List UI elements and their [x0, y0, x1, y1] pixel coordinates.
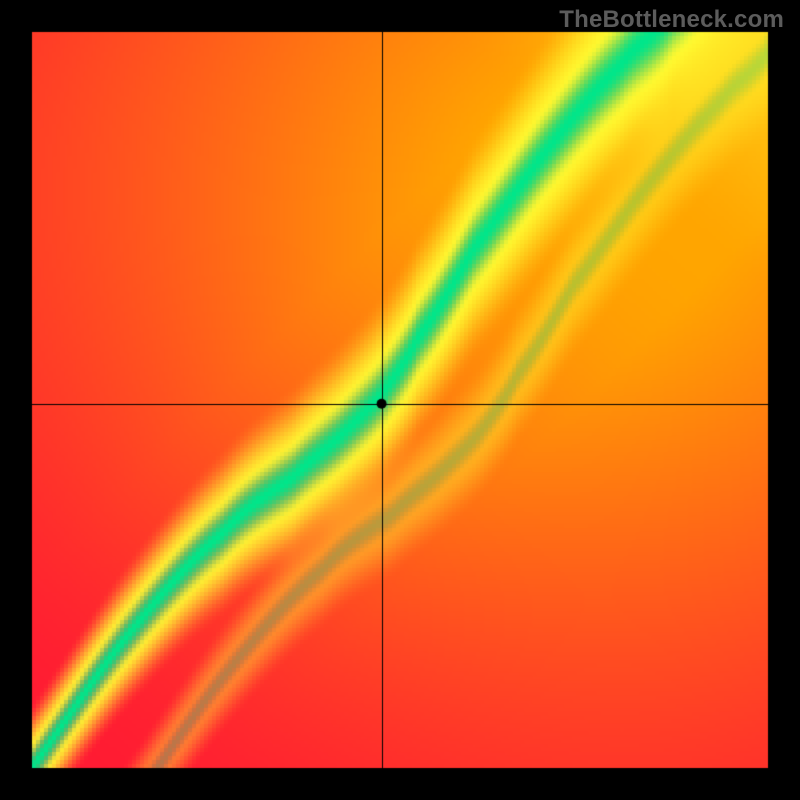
watermark-text: TheBottleneck.com [559, 6, 784, 34]
heatmap-canvas [0, 0, 800, 800]
chart-container: TheBottleneck.com [0, 0, 800, 800]
